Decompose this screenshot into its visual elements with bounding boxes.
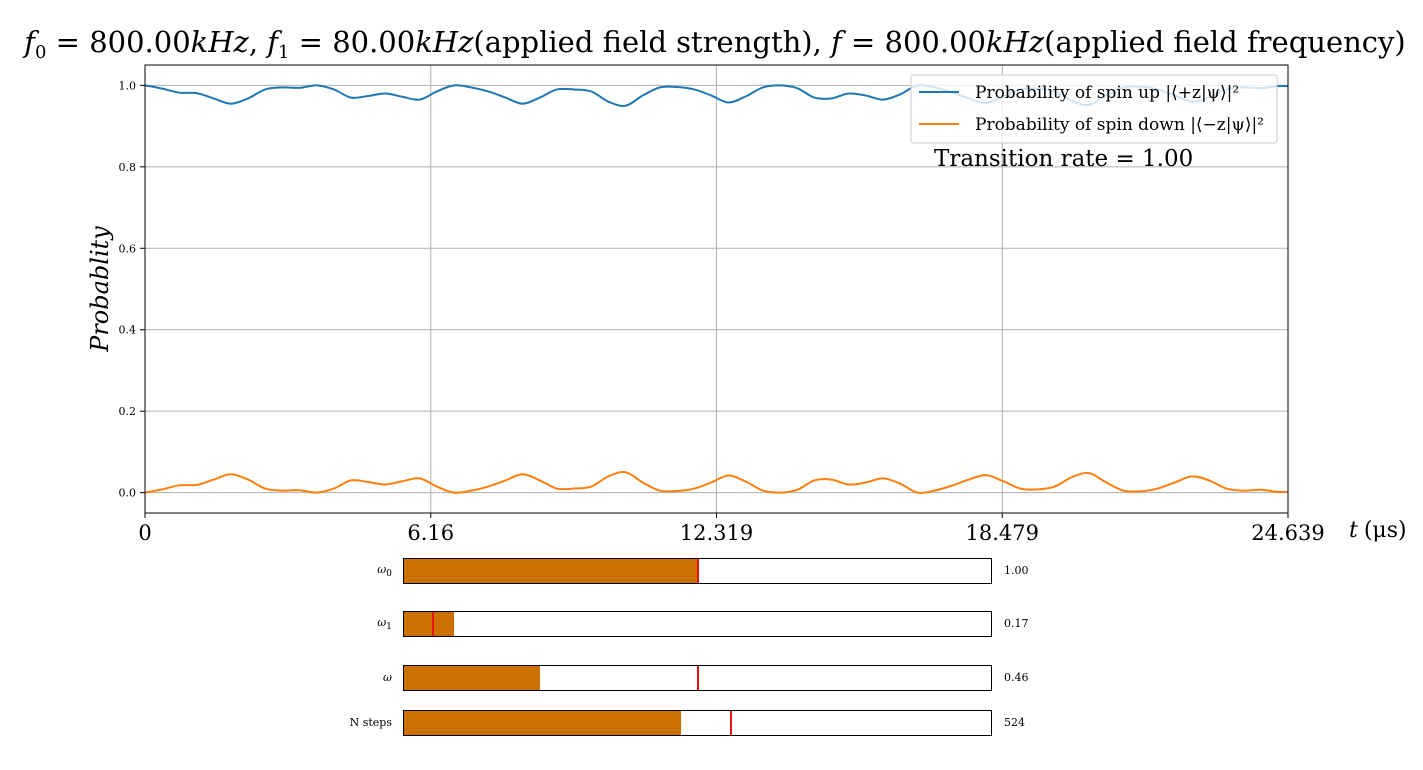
x-tick-label: 18.479 (965, 521, 1038, 545)
slider-label-omega1: ω1 (377, 616, 392, 633)
chart-title: f0 = 800.00kHz, f1 = 80.00kHz(applied fi… (22, 25, 1405, 63)
series-line-spin-down (144, 471, 1289, 494)
slider-fill (404, 559, 698, 583)
plot-area: 0 6.16 12.319 18.479 24.639 0.0 0.2 0.4 0.6 0.8 1… (119, 64, 1325, 545)
y-tick-label: 0.6 (119, 242, 137, 255)
x-tick-label: 12.319 (680, 521, 753, 545)
transition-rate-annotation: Transition rate = 1.00 (934, 146, 1193, 172)
y-axis-ticks: 0.0 0.2 0.4 0.6 0.8 1.0 (119, 79, 145, 500)
slider-track-omega0[interactable] (403, 558, 992, 584)
legend-label-spin-down: Probability of spin down |⟨−z|ψ⟩|² (975, 115, 1264, 135)
slider-fill (404, 612, 454, 636)
slider-label-n-steps: N steps (349, 716, 392, 729)
x-tick-label: 6.16 (407, 521, 454, 545)
x-axis-label: t (μs) (1349, 518, 1407, 543)
slider-track-n-steps[interactable] (403, 710, 992, 736)
slider-value-omega0: 1.00 (1004, 564, 1029, 577)
slider-label-omega: ω (383, 671, 392, 684)
slider-track-omega[interactable] (403, 665, 992, 691)
slider-track-omega1[interactable] (403, 611, 992, 637)
x-tick-label: 24.639 (1251, 521, 1324, 545)
slider-value-n-steps: 524 (1004, 716, 1025, 729)
y-tick-label: 0.2 (119, 405, 137, 418)
y-tick-label: 0.8 (119, 161, 137, 174)
legend: Probability of spin up |⟨+z|ψ⟩|² Probabi… (910, 74, 1278, 144)
slider-initial-marker (696, 559, 699, 583)
x-axis-ticks: 0 6.16 12.319 18.479 24.639 (138, 513, 1325, 545)
slider-label-omega0: ω0 (377, 563, 392, 580)
slider-initial-marker (729, 711, 732, 735)
y-tick-label: 0.0 (119, 487, 137, 500)
slider-fill (404, 666, 541, 690)
legend-label-spin-up: Probability of spin up |⟨+z|ψ⟩|² (975, 83, 1239, 103)
slider-fill (404, 711, 682, 735)
y-tick-label: 1.0 (119, 79, 137, 92)
y-axis-label: Probablity (86, 226, 114, 353)
slider-initial-marker (696, 666, 699, 690)
slider-initial-marker (432, 612, 435, 636)
legend-box (910, 74, 1278, 144)
y-tick-label: 0.4 (119, 324, 137, 337)
slider-value-omega: 0.46 (1004, 671, 1029, 684)
x-tick-label: 0 (138, 521, 151, 545)
slider-value-omega1: 0.17 (1004, 617, 1029, 630)
